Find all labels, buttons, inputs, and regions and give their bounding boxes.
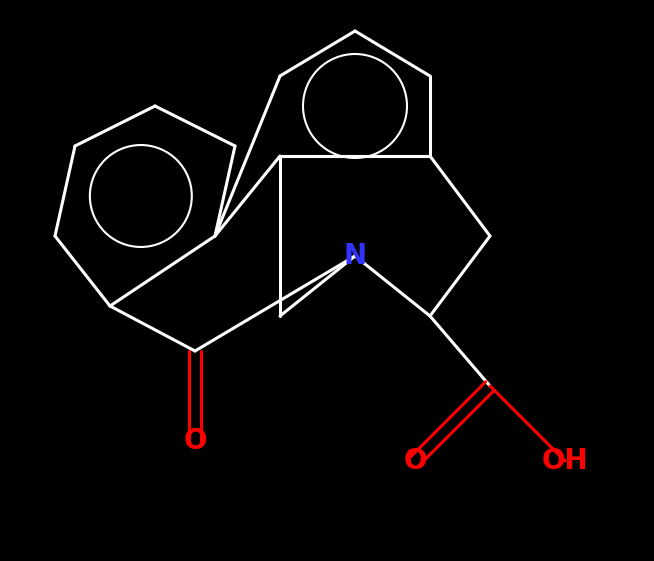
Text: O: O <box>404 447 427 475</box>
Text: N: N <box>343 242 366 270</box>
Text: O: O <box>183 427 207 455</box>
Text: OH: OH <box>542 447 589 475</box>
